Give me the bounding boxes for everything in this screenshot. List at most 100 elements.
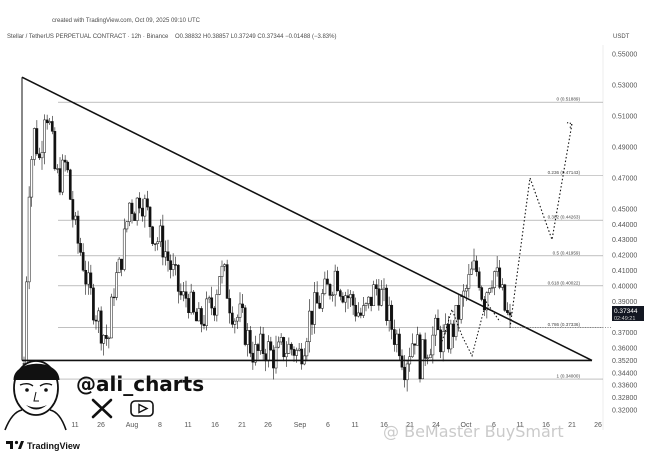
candle-body [416, 334, 419, 346]
y-tick-label: 0.55000 [612, 52, 637, 59]
candle-body [405, 363, 409, 381]
y-tick-label: 0.40000 [612, 284, 637, 291]
candle-body [464, 288, 468, 292]
candle-body [467, 274, 471, 289]
candle-body [215, 294, 219, 316]
candle-body [336, 270, 340, 291]
x-logo-icon[interactable] [91, 398, 113, 419]
candle-body [266, 341, 270, 362]
candle-body [143, 198, 147, 217]
candle-body [251, 352, 255, 363]
candle-body [439, 329, 442, 353]
x-tick-label: Sep [294, 422, 307, 429]
candle-body [25, 281, 28, 365]
play-button-icon[interactable] [130, 400, 154, 417]
candle-body [207, 297, 211, 300]
candle-body [261, 333, 265, 354]
candle-body [89, 272, 93, 289]
candle-body [220, 265, 224, 277]
y-tick-label: 0.44000 [612, 222, 637, 229]
avatar [4, 360, 67, 431]
candle-body [313, 292, 316, 325]
candle-body [367, 296, 370, 304]
candle-body [171, 264, 175, 270]
candle-body [120, 258, 124, 270]
candle-body [500, 284, 504, 288]
y-tick-label: 0.35200 [612, 358, 637, 365]
x-tick-label: 11 [71, 422, 78, 429]
candle-body [158, 225, 162, 243]
y-tick-label: 0.34400 [612, 370, 637, 377]
currency-label: USDT [613, 34, 630, 40]
candle-body [470, 268, 473, 275]
candle-body [457, 304, 460, 320]
fib-label: 1 (0.34000) [557, 374, 581, 379]
time-axis: 11 26 Aug 8 11 16 21 26 Sep 6 11 16 21 24 Oct 6 11 16 21 26 [71, 422, 602, 429]
candle-body [241, 303, 244, 309]
candle-body [45, 119, 49, 124]
price-axis: 0.55000 0.53000 0.51000 0.49000 0.47000 0.450… [612, 52, 637, 415]
watermark: @ BeMaster BuySmart [383, 422, 564, 441]
drawings [21, 76, 612, 362]
candle-body [79, 243, 82, 253]
candle-body [233, 320, 237, 325]
candle-body [287, 343, 291, 354]
candle-body [61, 159, 64, 193]
tradingview-logo: TradingView [6, 440, 81, 451]
candle-body [68, 169, 72, 200]
candle-body [426, 357, 430, 359]
candle-body [436, 317, 440, 331]
candle-body [359, 312, 363, 316]
candle-body [138, 197, 142, 209]
candle-body [102, 335, 106, 344]
candle-body [40, 152, 44, 159]
candle-body [176, 264, 180, 292]
x-tick-label: 16 [542, 422, 550, 429]
candle-body [246, 330, 250, 345]
candle-body [323, 278, 327, 294]
candle-body [43, 119, 46, 153]
y-tick-label: 0.45000 [612, 206, 637, 213]
x-tick-label: 6 [492, 422, 496, 429]
candle-body [441, 331, 445, 353]
x-tick-label: 21 [406, 422, 414, 429]
candle-body [128, 202, 131, 222]
candle-body [130, 202, 134, 214]
candle-body [192, 291, 196, 313]
candle-body [140, 207, 144, 217]
candle-body [315, 292, 319, 304]
candle-body [372, 284, 376, 306]
candle-body [125, 221, 129, 230]
candle-body [218, 276, 221, 295]
candle-body [76, 215, 80, 244]
candle-body [254, 344, 257, 363]
candle-body [428, 354, 432, 359]
y-tick-label: 0.43000 [612, 237, 637, 244]
candle-body [274, 346, 278, 369]
candle-body [349, 294, 352, 299]
candle-body [395, 333, 399, 345]
candle-body [174, 264, 178, 266]
candle-body [506, 310, 509, 313]
candle-body [387, 304, 391, 321]
candle-body [503, 284, 507, 311]
candle-body [320, 293, 324, 309]
candle-body [480, 287, 484, 300]
candle-body [310, 310, 314, 325]
candle-body [248, 330, 252, 354]
x-tick-label: 11 [516, 422, 523, 429]
candle-body [81, 252, 85, 271]
x-tick-label: 26 [594, 422, 602, 429]
fib-label: 0.382 (0.44263) [548, 215, 581, 220]
candle-body [308, 310, 311, 342]
candle-body [56, 168, 59, 170]
candle-body [256, 344, 260, 351]
candle-body [84, 269, 88, 285]
created-line: created with TradingView.com, Oct 09, 20… [52, 18, 201, 24]
candle-body [490, 287, 494, 289]
candle-body [403, 366, 406, 381]
candle-body [238, 303, 242, 318]
candle-body [418, 334, 422, 380]
candle-body [212, 307, 216, 316]
y-tick-label: 0.47000 [612, 175, 637, 182]
